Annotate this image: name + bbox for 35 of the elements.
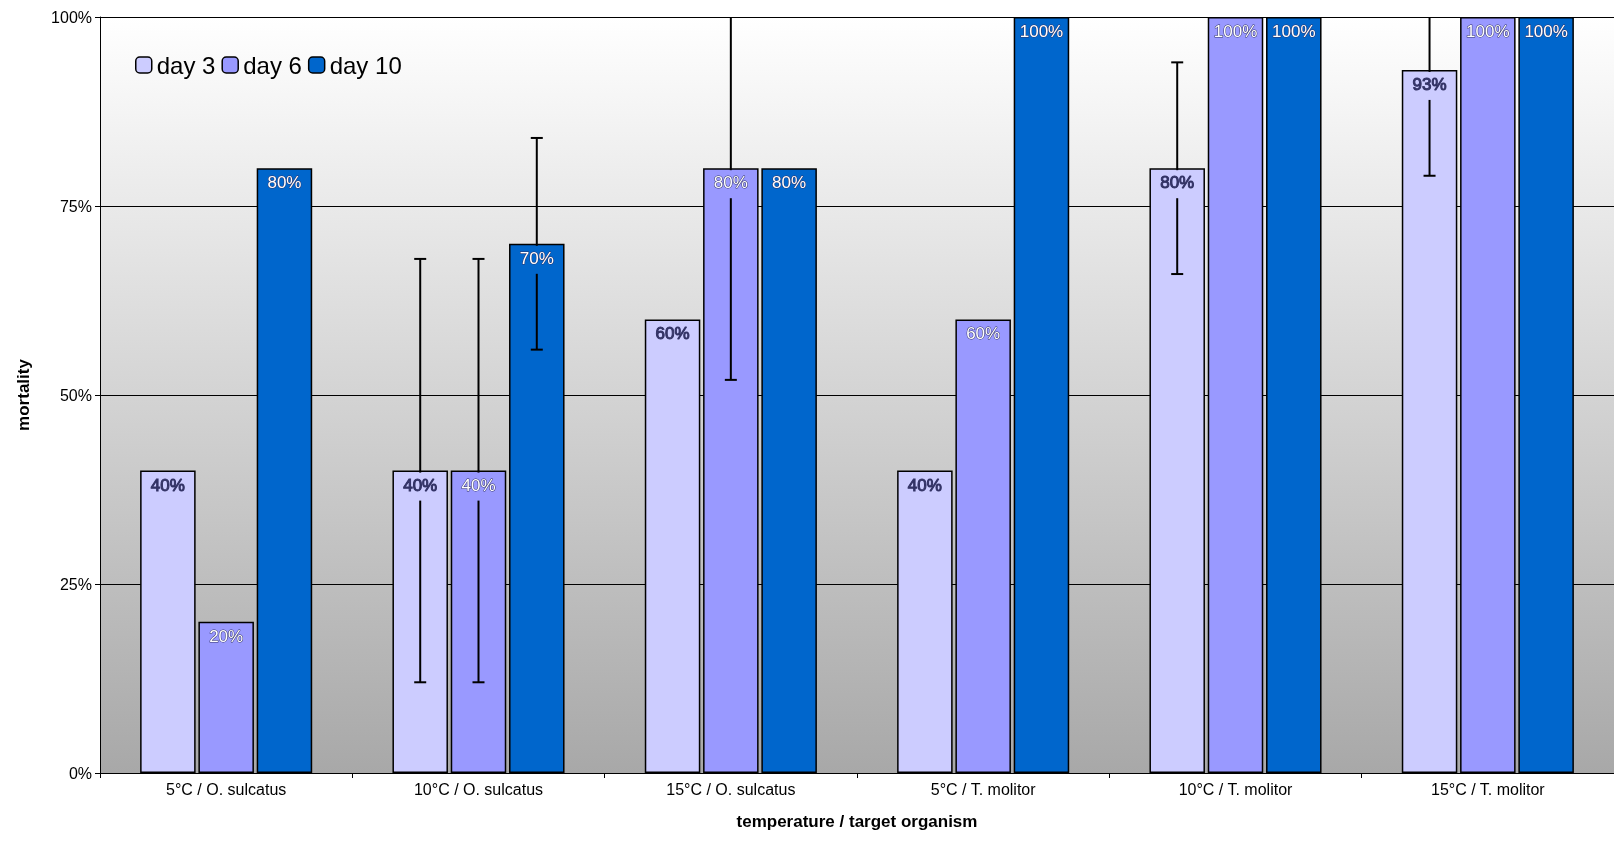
data-label: 40% <box>150 475 185 495</box>
legend-label: day 10 <box>329 51 402 79</box>
y-tick-label: 50% <box>59 386 92 404</box>
data-label: 100% <box>1524 22 1568 41</box>
data-label: 100% <box>1466 22 1510 41</box>
data-label: 40% <box>461 475 496 495</box>
data-label: 80% <box>713 173 748 193</box>
y-tick-label: 0% <box>68 764 92 782</box>
x-tick-label: 15°C / O. sulcatus <box>666 780 796 798</box>
x-tick-label: 5°C / T. molitor <box>930 780 1037 798</box>
y-tick-label: 100% <box>51 8 92 26</box>
data-label: 70% <box>519 248 554 268</box>
x-tick-label: 15°C / T. molitor <box>1430 780 1546 798</box>
data-label: 40% <box>403 475 438 495</box>
data-label: 80% <box>772 173 807 193</box>
legend-label: day 6 <box>243 51 302 79</box>
legend-label: day 3 <box>156 51 216 79</box>
data-label: 40% <box>907 475 942 495</box>
data-label: 60% <box>655 324 690 344</box>
x-tick-label: 10°C / T. molitor <box>1178 780 1294 798</box>
y-tick-label: 75% <box>59 197 92 215</box>
y-axis-title: mortality <box>14 358 33 431</box>
data-label: 80% <box>267 173 302 193</box>
x-tick-label: 10°C / O. sulcatus <box>413 780 544 798</box>
x-tick-label: 5°C / O. sulcatus <box>166 780 287 798</box>
data-label: 100% <box>1272 22 1316 41</box>
data-label: 100% <box>1019 22 1064 41</box>
y-tick-label: 25% <box>59 575 92 593</box>
data-label: 100% <box>1213 22 1258 41</box>
bar <box>198 621 254 773</box>
data-label: 93% <box>1412 74 1447 94</box>
data-label: 60% <box>966 324 1001 344</box>
data-label: 80% <box>1160 173 1195 193</box>
x-axis-title: temperature / target organism <box>736 812 978 831</box>
data-label: 20% <box>209 626 244 646</box>
